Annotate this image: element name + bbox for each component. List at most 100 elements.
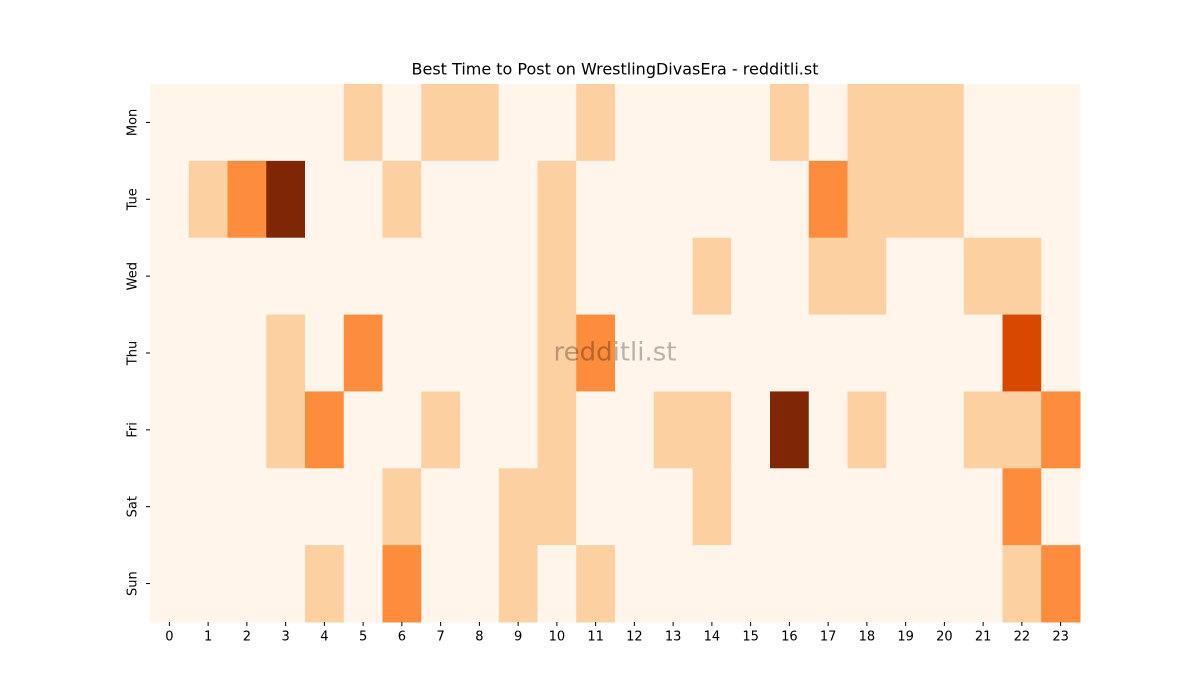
heat-cell (925, 237, 965, 316)
heat-cell (576, 314, 616, 392)
heat-cell (886, 237, 926, 316)
heat-cell (460, 160, 500, 239)
heat-cell (460, 237, 500, 316)
heat-cell (925, 545, 965, 623)
heat-cell (731, 468, 771, 546)
y-tick-label: Sat (126, 496, 141, 517)
x-tick-label: 3 (281, 630, 289, 645)
heat-cell (1002, 391, 1042, 469)
heat-cell (653, 468, 693, 546)
x-tick-label: 4 (320, 630, 328, 645)
heat-cell (1041, 391, 1081, 469)
heat-cell (653, 160, 693, 239)
heat-cell (266, 391, 306, 469)
x-tick-label: 7 (436, 630, 444, 645)
x-tick-label: 0 (165, 630, 173, 645)
heat-cell (886, 468, 926, 546)
heat-cell (770, 468, 810, 546)
y-tick-label: Mon (126, 109, 141, 136)
heat-cell (653, 391, 693, 469)
x-tick-label: 13 (665, 630, 682, 645)
heat-cell (692, 391, 732, 469)
y-tick-label: Fri (126, 422, 141, 438)
heat-cell (498, 391, 538, 469)
x-tick-label: 6 (398, 630, 406, 645)
x-tick-label: 18 (859, 630, 876, 645)
heat-cell (963, 160, 1003, 239)
heat-cell (421, 84, 461, 162)
heat-cell (305, 468, 345, 546)
heat-cell (847, 314, 887, 392)
heat-cell (537, 545, 577, 623)
heat-cell (615, 84, 655, 162)
heat-cell (305, 391, 345, 469)
heat-cell (343, 391, 383, 469)
heat-cell (692, 314, 732, 392)
x-tick-label: 14 (704, 630, 721, 645)
heat-cell (886, 545, 926, 623)
heat-cell (421, 237, 461, 316)
heat-cell (847, 468, 887, 546)
heat-cell (305, 160, 345, 239)
heat-cell (692, 84, 732, 162)
heat-cell (305, 84, 345, 162)
heat-cell (731, 314, 771, 392)
heat-cell (460, 391, 500, 469)
heat-cell (653, 84, 693, 162)
heat-cell (1002, 160, 1042, 239)
heat-cell (886, 314, 926, 392)
heat-cell (382, 84, 422, 162)
heat-cell (188, 314, 228, 392)
heat-cell (692, 545, 732, 623)
heat-cell (460, 314, 500, 392)
heat-cell (576, 237, 616, 316)
heat-cell (188, 237, 228, 316)
heat-cell (1002, 545, 1042, 623)
heat-cell (1002, 314, 1042, 392)
heat-cell (1041, 237, 1081, 316)
heat-cell (808, 237, 848, 316)
x-tick-label: 5 (359, 630, 367, 645)
heat-cell (1041, 468, 1081, 546)
heat-cell (770, 545, 810, 623)
heat-cell (343, 468, 383, 546)
heat-cell (1002, 237, 1042, 316)
heat-cell (382, 160, 422, 239)
heat-cell (537, 84, 577, 162)
heat-cell (150, 237, 190, 316)
heat-cell (963, 84, 1003, 162)
heat-cell (498, 84, 538, 162)
heat-cell (615, 468, 655, 546)
x-tick-label: 10 (549, 630, 566, 645)
heat-cell (266, 545, 306, 623)
heat-cell (615, 391, 655, 469)
heat-cell (382, 468, 422, 546)
heat-cell (576, 468, 616, 546)
heat-cell (925, 468, 965, 546)
heat-cell (421, 391, 461, 469)
heat-cell (188, 391, 228, 469)
heat-cell (770, 391, 810, 469)
heat-cell (731, 391, 771, 469)
heat-cell (498, 468, 538, 546)
heat-cell (653, 545, 693, 623)
heat-cell (731, 160, 771, 239)
watermark: redditli.st (554, 338, 677, 368)
heat-cell (925, 314, 965, 392)
heat-cell (731, 84, 771, 162)
heat-cell (266, 84, 306, 162)
heat-cell (421, 160, 461, 239)
heat-cell (498, 237, 538, 316)
heat-cell (188, 468, 228, 546)
y-tick-label: Sun (126, 571, 141, 596)
x-tick-label: 8 (475, 630, 483, 645)
heat-cell (770, 84, 810, 162)
heat-cell (498, 314, 538, 392)
heat-cell (498, 545, 538, 623)
heat-cell (343, 545, 383, 623)
heat-cell (537, 314, 577, 392)
heat-cell (382, 237, 422, 316)
heat-cell (227, 160, 267, 239)
